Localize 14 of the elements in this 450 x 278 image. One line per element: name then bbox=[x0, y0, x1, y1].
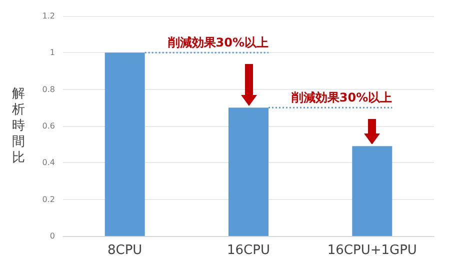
x-tick-label: 8CPU bbox=[107, 243, 142, 258]
x-tick-label: 16CPU+1GPU bbox=[327, 243, 417, 258]
y-tick-label: 1.2 bbox=[42, 12, 55, 20]
y-tick-label: 0.2 bbox=[42, 194, 55, 204]
y-axis-title: 解析時間比 bbox=[11, 86, 25, 166]
y-tick-label: 0.6 bbox=[42, 122, 55, 130]
y-tick-label: 0.8 bbox=[42, 84, 55, 94]
y-tick-label: 1 bbox=[50, 48, 55, 58]
bar bbox=[352, 146, 392, 236]
x-tick-label: 16CPU bbox=[227, 243, 270, 258]
y-tick-label: 0.4 bbox=[42, 158, 55, 168]
ref-line-label: 削減効果30%以上 bbox=[290, 90, 392, 105]
y-tick-label: 0 bbox=[50, 232, 55, 240]
ref-line-label: 削減効果30%以上 bbox=[166, 36, 268, 50]
